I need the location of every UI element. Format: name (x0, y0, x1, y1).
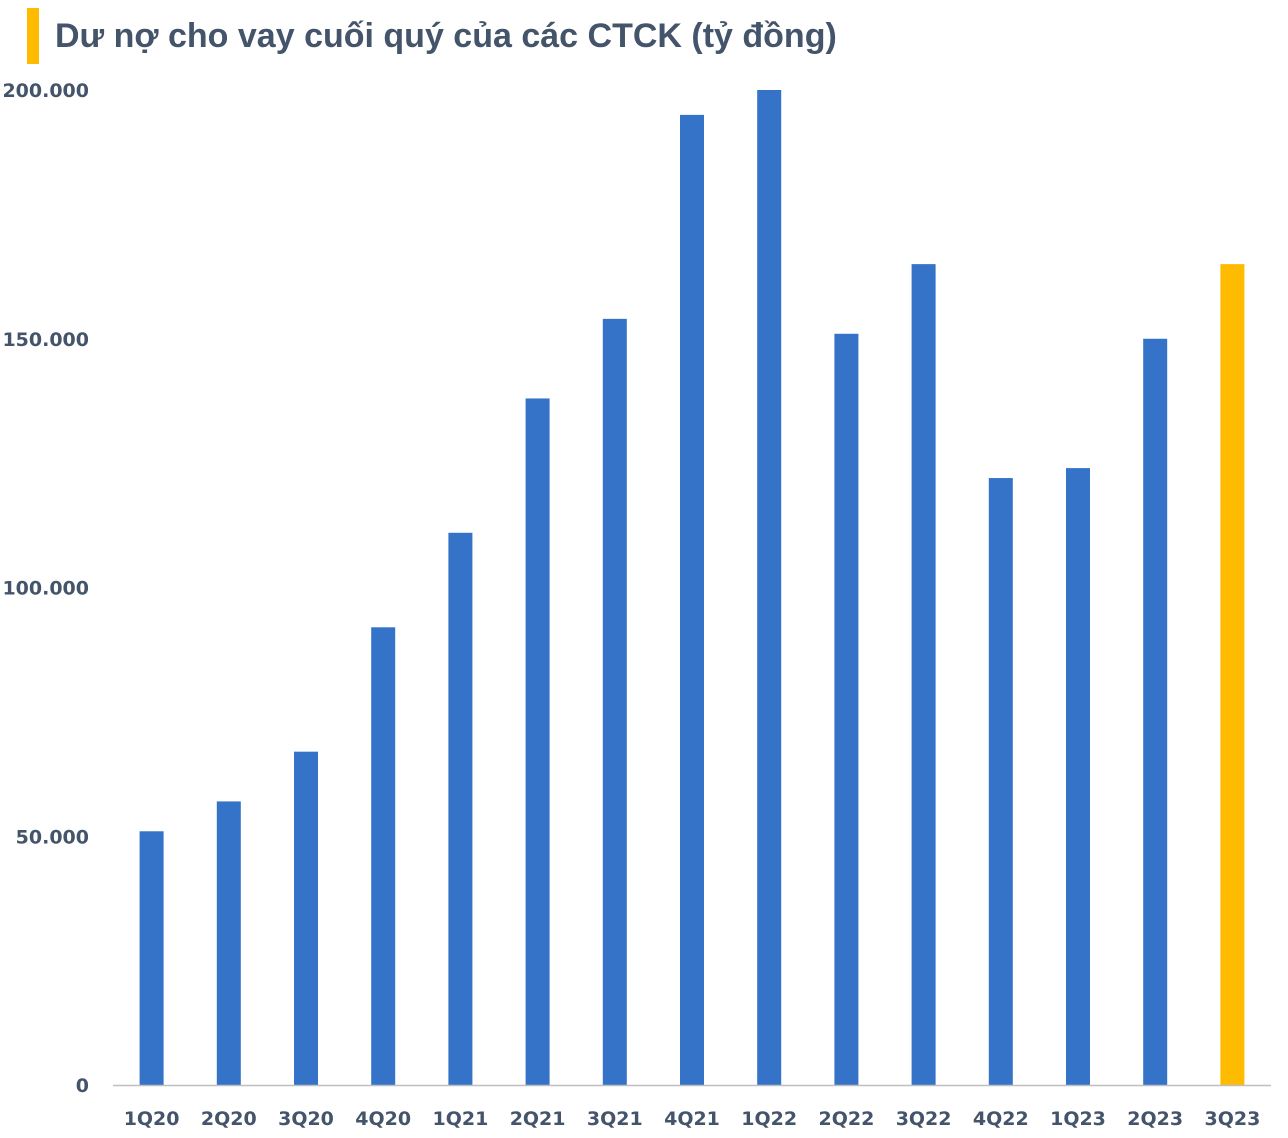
x-tick-label: 2Q22 (818, 1108, 874, 1130)
y-axis-ticks: 0 50.000 100.000 150.000 200.000 (2, 80, 89, 1097)
bar-2q22 (834, 333, 859, 1085)
bar-3q21 (602, 318, 627, 1086)
x-tick-label: 1Q20 (124, 1108, 180, 1130)
title-accent-bar (27, 8, 39, 64)
x-tick-label: 2Q21 (510, 1108, 566, 1130)
x-axis-ticks: 1Q20 2Q20 3Q20 4Q20 1Q21 2Q21 3Q21 4Q21 1Q22 2Q22… (124, 1108, 1261, 1130)
y-tick-label: 0 (76, 1075, 89, 1097)
bar-4q21 (680, 114, 704, 1085)
x-tick-label: 1Q22 (741, 1108, 797, 1130)
bar-4q22 (988, 478, 1013, 1085)
x-tick-label: 2Q20 (201, 1108, 257, 1130)
bar-2q20 (216, 801, 241, 1085)
x-tick-label: 4Q20 (355, 1108, 411, 1130)
bar-3q23 (1220, 264, 1245, 1085)
bar-1q23 (1066, 468, 1090, 1086)
x-tick-label: 2Q23 (1127, 1108, 1183, 1130)
bar-1q21 (448, 532, 473, 1085)
bar-1q22 (757, 90, 782, 1085)
y-tick-label: 50.000 (16, 826, 89, 848)
x-tick-label: 1Q21 (432, 1108, 488, 1130)
chart-title: Dư nợ cho vay cuối quý của các CTCK (tỷ … (55, 16, 837, 55)
x-tick-label: 3Q22 (896, 1108, 952, 1130)
y-tick-label: 100.000 (2, 578, 89, 600)
x-tick-label: 4Q21 (664, 1108, 720, 1130)
bars-group (139, 90, 1245, 1086)
bar-2q21 (525, 398, 550, 1085)
x-tick-label: 3Q23 (1204, 1108, 1260, 1130)
y-tick-label: 200.000 (2, 80, 89, 102)
x-tick-label: 3Q21 (587, 1108, 643, 1130)
bar-1q20 (139, 831, 164, 1085)
bar-3q20 (294, 751, 318, 1085)
bar-2q23 (1143, 338, 1168, 1085)
x-tick-label: 1Q23 (1050, 1108, 1106, 1130)
x-tick-label: 4Q22 (973, 1108, 1029, 1130)
chart-title-block: Dư nợ cho vay cuối quý của các CTCK (tỷ … (27, 8, 837, 64)
bar-4q20 (371, 627, 396, 1085)
bar-3q22 (911, 264, 936, 1085)
y-tick-label: 150.000 (2, 329, 89, 351)
x-tick-label: 3Q20 (278, 1108, 334, 1130)
